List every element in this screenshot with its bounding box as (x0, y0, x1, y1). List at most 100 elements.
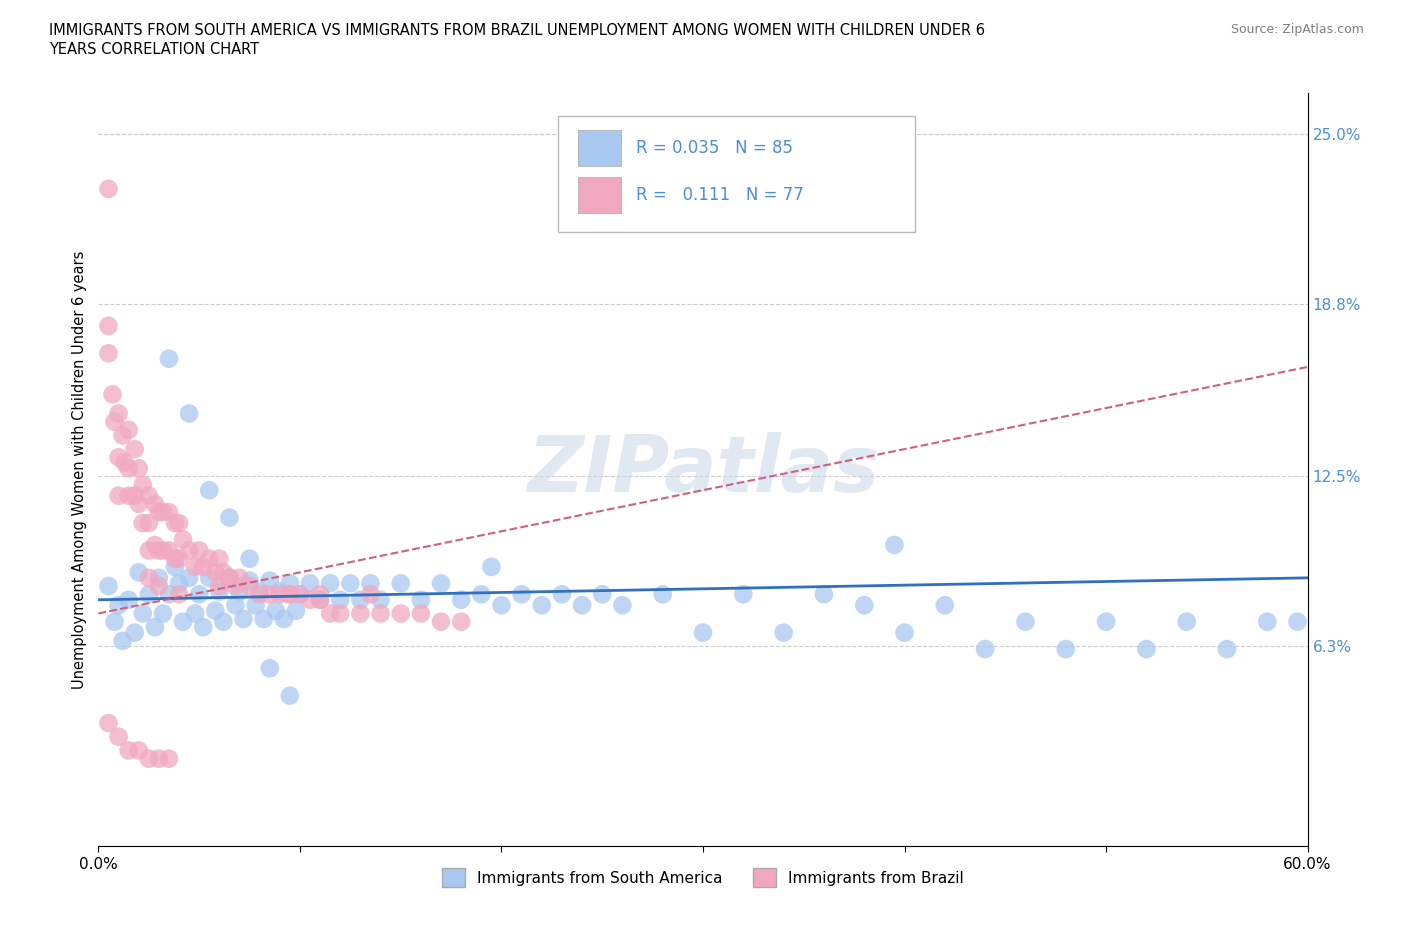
Point (124, 488, 146, 503)
Point (329, 606, 352, 621)
Point (239, 551, 262, 566)
Point (934, 598, 956, 613)
Point (218, 570, 240, 585)
Point (107, 488, 129, 503)
Point (288, 587, 311, 602)
Point (148, 578, 170, 593)
Point (97, 578, 120, 593)
Point (138, 543, 160, 558)
Point (813, 587, 835, 602)
Point (370, 592, 392, 607)
Point (163, 515, 186, 530)
Point (278, 688, 301, 703)
Point (264, 604, 287, 618)
Point (239, 573, 262, 588)
Point (107, 450, 129, 465)
Point (143, 619, 166, 634)
Point (208, 584, 231, 599)
FancyBboxPatch shape (558, 115, 915, 232)
Point (245, 598, 267, 613)
Point (193, 619, 215, 634)
Point (188, 543, 211, 558)
Point (138, 587, 160, 602)
Point (772, 625, 794, 640)
Point (224, 578, 246, 593)
Point (339, 576, 361, 591)
Point (132, 477, 155, 492)
Point (612, 598, 634, 613)
Point (114, 456, 136, 471)
Point (470, 587, 492, 602)
Point (273, 612, 295, 627)
Point (179, 570, 201, 585)
Point (138, 570, 160, 585)
Point (228, 584, 250, 599)
Point (179, 406, 201, 421)
Point (692, 625, 714, 640)
Point (733, 587, 755, 602)
Point (1286, 614, 1309, 629)
Point (239, 578, 262, 593)
Point (278, 576, 301, 591)
Point (103, 414, 125, 429)
FancyBboxPatch shape (578, 130, 621, 166)
Point (571, 598, 593, 613)
Point (249, 584, 271, 599)
Point (132, 606, 155, 621)
Point (167, 587, 190, 602)
Point (1175, 614, 1198, 629)
Point (124, 442, 146, 457)
Point (299, 592, 322, 607)
Text: IMMIGRANTS FROM SOUTH AMERICA VS IMMIGRANTS FROM BRAZIL UNEMPLOYMENT AMONG WOMEN: IMMIGRANTS FROM SOUTH AMERICA VS IMMIGRA… (49, 23, 986, 38)
Text: R = 0.035   N = 85: R = 0.035 N = 85 (637, 139, 793, 157)
Point (974, 642, 997, 657)
Point (259, 573, 281, 588)
Point (309, 587, 332, 602)
Point (118, 488, 141, 503)
Point (148, 505, 170, 520)
Point (224, 598, 246, 613)
Point (204, 565, 226, 579)
Point (269, 587, 291, 602)
Point (212, 614, 235, 629)
Point (430, 576, 453, 591)
Point (309, 592, 332, 607)
Point (360, 587, 382, 602)
Point (107, 406, 129, 421)
Point (284, 604, 307, 618)
Point (128, 497, 150, 512)
Point (309, 592, 332, 607)
Point (208, 551, 231, 566)
Point (138, 515, 160, 530)
Point (329, 592, 352, 607)
Point (370, 606, 392, 621)
Y-axis label: Unemployment Among Women with Children Under 6 years: Unemployment Among Women with Children U… (72, 250, 87, 689)
Point (430, 614, 453, 629)
Point (651, 587, 673, 602)
Point (103, 614, 125, 629)
Point (450, 592, 472, 607)
Text: YEARS CORRELATION CHART: YEARS CORRELATION CHART (49, 42, 259, 57)
Point (530, 598, 553, 613)
Point (167, 515, 190, 530)
Point (118, 592, 141, 607)
Text: R =   0.111   N = 77: R = 0.111 N = 77 (637, 186, 804, 204)
Point (349, 606, 371, 621)
Point (163, 551, 186, 566)
Point (163, 560, 186, 575)
Text: ZIPatlas: ZIPatlas (527, 432, 879, 508)
Point (101, 387, 124, 402)
Point (143, 497, 166, 512)
Point (138, 488, 160, 503)
Point (218, 570, 240, 585)
Point (883, 538, 905, 552)
Point (179, 543, 201, 558)
Text: Source: ZipAtlas.com: Source: ZipAtlas.com (1230, 23, 1364, 36)
Point (491, 598, 513, 613)
Point (157, 505, 180, 520)
Point (118, 743, 141, 758)
Point (510, 587, 533, 602)
Point (218, 570, 240, 585)
Point (253, 612, 276, 627)
Point (218, 511, 240, 525)
